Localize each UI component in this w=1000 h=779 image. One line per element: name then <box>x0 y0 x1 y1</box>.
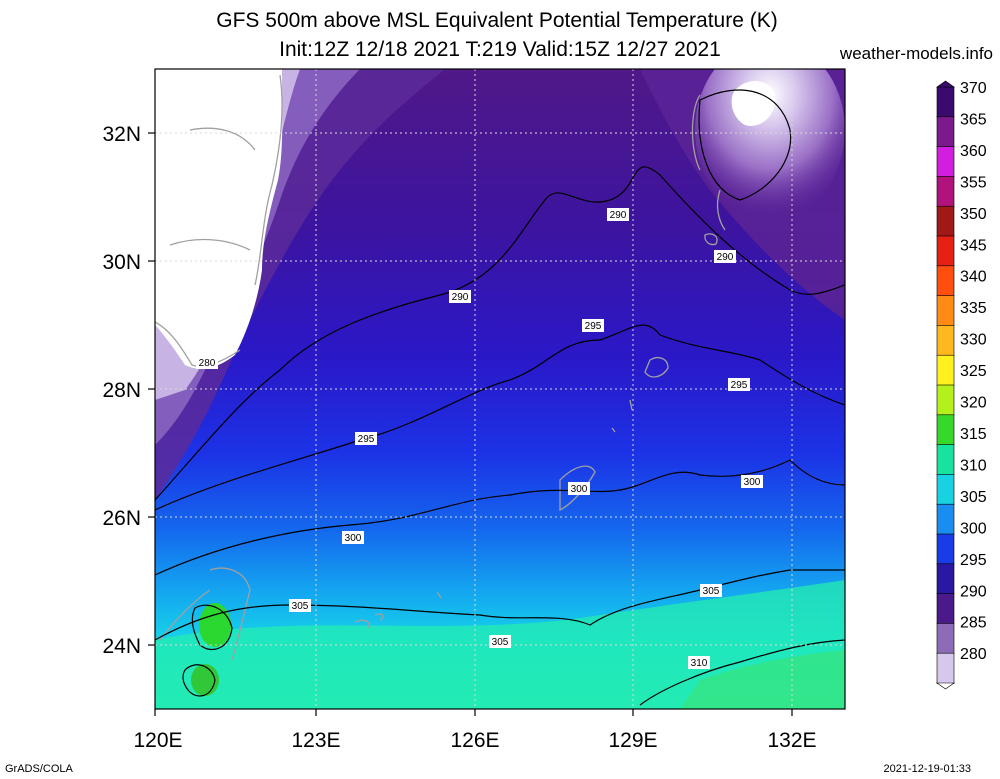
colorbar-bottom-arrow <box>936 682 955 690</box>
contour-label: 290 <box>607 208 629 221</box>
colorbar-label: 355 <box>960 174 987 191</box>
svg-text:295: 295 <box>585 321 602 332</box>
lat-label: 32N <box>102 123 141 146</box>
contour-label: 300 <box>342 531 364 544</box>
colorbar-swatch <box>936 86 955 118</box>
colorbar-swatch <box>936 176 955 207</box>
contour-label: 290 <box>449 290 471 303</box>
colorbar-label: 315 <box>960 426 987 443</box>
contour-label: 295 <box>582 319 604 332</box>
svg-text:300: 300 <box>345 533 362 544</box>
lat-label: 30N <box>102 251 141 274</box>
ne-pale-region <box>695 69 845 220</box>
colorbar-swatch <box>936 623 955 655</box>
contour-label: 305 <box>700 584 722 597</box>
colorbar-label: 345 <box>960 237 987 254</box>
colorbar-swatch <box>936 235 955 267</box>
colorbar-swatch <box>936 652 955 684</box>
footer-right: 2021-12-19-01:33 <box>883 763 971 775</box>
colorbar-swatch <box>936 384 955 416</box>
contour-label: 300 <box>741 475 763 488</box>
title-line-1: GFS 500m above MSL Equivalent Potential … <box>216 9 778 32</box>
coastlines <box>155 74 726 661</box>
contour-label: 295 <box>728 378 750 391</box>
contour-labels: 280 290 290 290 295 295 295 300 300 300 … <box>196 208 763 669</box>
colorbar-label: 300 <box>960 520 987 537</box>
colorbar-swatch <box>936 414 955 446</box>
svg-text:300: 300 <box>744 477 761 488</box>
colorbar-swatch <box>936 265 955 297</box>
colorbar: 370 365 360 355 350 345 340 335 330 325 320 315 310 3… <box>936 80 987 690</box>
south-green-patch <box>680 650 845 709</box>
lat-label: 24N <box>102 635 141 658</box>
lon-label: 132E <box>767 729 816 752</box>
lon-label: 126E <box>450 729 499 752</box>
colorbar-swatch <box>936 533 955 565</box>
colorbar-swatch <box>936 474 955 505</box>
colorbar-swatch <box>936 325 955 356</box>
colorbar-swatch <box>936 205 955 237</box>
colorbar-label: 280 <box>960 646 987 663</box>
lon-label: 129E <box>608 729 657 752</box>
colorbar-label: 320 <box>960 395 987 412</box>
contour-label: 300 <box>568 482 590 495</box>
colorbar-label: 370 <box>960 80 987 97</box>
contour-label: 280 <box>196 356 218 369</box>
svg-text:305: 305 <box>492 637 509 648</box>
colorbar-label: 290 <box>960 583 987 600</box>
colorbar-label: 340 <box>960 269 987 286</box>
svg-text:290: 290 <box>452 292 469 303</box>
taiwan-green-patch-1 <box>199 603 231 647</box>
contour-label: 305 <box>289 599 311 612</box>
colorbar-label: 360 <box>960 143 987 160</box>
colorbar-swatch <box>936 444 955 476</box>
kyushu-land <box>731 80 776 126</box>
colorbar-label: 350 <box>960 206 987 223</box>
svg-text:300: 300 <box>571 484 588 495</box>
footer-left: GrADS/COLA <box>5 763 73 775</box>
colorbar-label: 285 <box>960 615 987 632</box>
contour-label: 305 <box>489 635 511 648</box>
colorbar-label: 365 <box>960 111 987 128</box>
svg-text:305: 305 <box>703 586 720 597</box>
colorbar-swatch <box>936 593 955 625</box>
lat-lon-grid <box>155 69 845 709</box>
svg-text:280: 280 <box>199 358 216 369</box>
lon-label: 123E <box>291 729 340 752</box>
title-line-2: Init:12Z 12/18 2021 T:219 Valid:15Z 12/2… <box>279 38 721 61</box>
colorbar-swatch <box>936 563 955 595</box>
lon-label: 120E <box>133 729 182 752</box>
colorbar-top-arrow <box>936 80 955 88</box>
svg-text:295: 295 <box>731 380 748 391</box>
contour-label: 310 <box>688 656 710 669</box>
svg-text:305: 305 <box>292 601 309 612</box>
colorbar-swatch <box>936 354 955 386</box>
svg-text:290: 290 <box>610 210 627 221</box>
lat-label: 28N <box>102 379 141 402</box>
contour-label: 290 <box>714 250 736 263</box>
colorbar-label: 295 <box>960 552 987 569</box>
colorbar-swatch <box>936 116 955 148</box>
contour-label: 295 <box>355 432 377 445</box>
svg-text:310: 310 <box>691 658 708 669</box>
brand-label: weather-models.info <box>839 44 993 63</box>
lat-label: 26N <box>102 507 141 530</box>
svg-text:295: 295 <box>358 434 375 445</box>
lat-axis-labels: 32N 30N 28N 26N 24N <box>102 123 141 658</box>
lon-axis-labels: 120E 123E 126E 129E 132E <box>133 729 816 752</box>
colorbar-label: 310 <box>960 457 987 474</box>
svg-text:290: 290 <box>717 252 734 263</box>
colorbar-swatch <box>936 146 955 178</box>
colorbar-swatch <box>936 503 955 535</box>
colorbar-label: 305 <box>960 489 987 506</box>
colorbar-label: 325 <box>960 363 987 380</box>
colorbar-swatch <box>936 295 955 327</box>
axis-ticks <box>148 132 793 716</box>
colorbar-label: 330 <box>960 332 987 349</box>
colorbar-label: 335 <box>960 300 987 317</box>
